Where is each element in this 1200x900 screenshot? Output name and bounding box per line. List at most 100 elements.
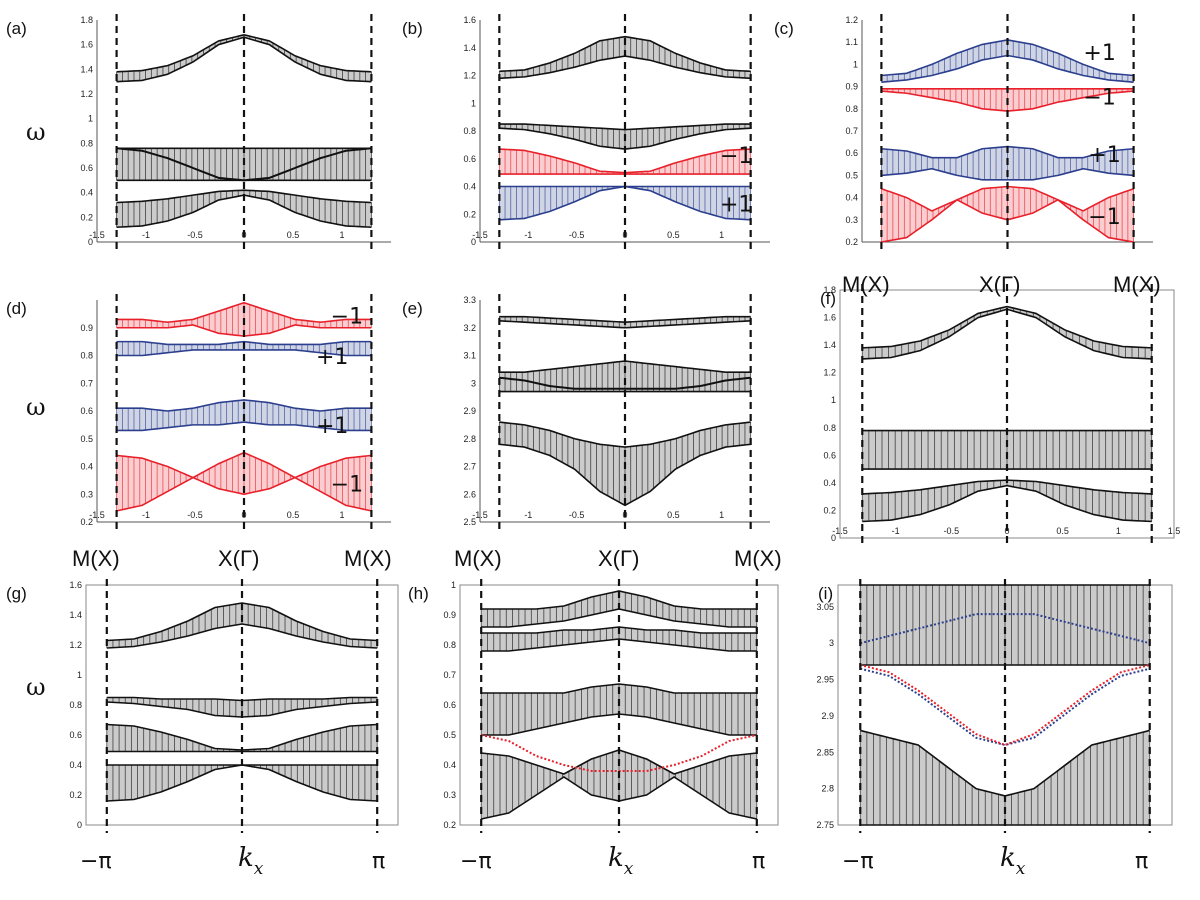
xtick-f-5: 1 (1116, 526, 1121, 536)
band-bottom-e-2 (499, 443, 751, 507)
panel-label-a: (a) (6, 19, 27, 38)
kx-symbol: k (238, 843, 254, 873)
sym-label-e-left: M(X) (454, 546, 502, 571)
ytick-h-7: 0.9 (443, 610, 456, 620)
ytick-c-7: 0.9 (845, 82, 858, 92)
kx-subscript: x (254, 859, 264, 879)
band-hatch-f-0 (861, 306, 1153, 359)
ytick-e-0: 2.5 (463, 517, 476, 527)
band-bottom-a-0 (116, 36, 372, 83)
xtick-a-2: -0.5 (187, 230, 203, 240)
kx-symbol: k (608, 843, 624, 873)
band-hatch-h-1 (480, 627, 758, 651)
band-hatch-f-2 (861, 480, 1153, 522)
kx-label-g: kx (238, 843, 264, 879)
band-hatch-g-3 (106, 765, 378, 801)
xtick-e-2: -0.5 (569, 510, 585, 520)
band-top-d-1 (116, 340, 372, 346)
line-i-0 (860, 667, 1150, 747)
line-i-2 (860, 613, 1150, 645)
ytick-a-1: 0.2 (80, 212, 93, 222)
ytick-a-9: 1.8 (80, 15, 93, 25)
band-hatch-f-1 (861, 430, 1153, 470)
xtick-e-0: -1.5 (472, 510, 488, 520)
band-hatch-i-0 (859, 585, 1151, 665)
ytick-d-5: 0.7 (80, 378, 93, 388)
panel-label-d: (d) (6, 299, 27, 318)
panel-label-b: (b) (402, 19, 423, 38)
panel-c: 0.2 0.3 0.4 0.5 0.6 0.7 0.8 0.9 1 1.1 1.2 (c) +1 −1 +1… (774, 15, 1153, 247)
ytick-b-6: 1.2 (463, 71, 476, 81)
line-a-0 (116, 147, 372, 182)
panel-h: 0.2 0.3 0.4 0.5 0.6 0.7 0.8 0.9 1 (h) (408, 580, 779, 830)
ytick-h-0: 0.2 (443, 820, 456, 830)
ytick-c-10: 1.2 (845, 15, 858, 25)
xtick-b-4: 0.5 (667, 230, 680, 240)
x-minus-pi-i: −π (842, 849, 874, 874)
x-pi-h: π (752, 849, 765, 874)
sym-label-c-right: M(X) (1113, 272, 1161, 297)
ytick-h-4: 0.6 (443, 700, 456, 710)
ytick-a-8: 1.6 (80, 40, 93, 50)
ytick-e-5: 3 (471, 378, 476, 388)
ytick-e-4: 2.9 (463, 406, 476, 416)
kx-label-i: kx (1000, 843, 1026, 879)
panel-label-e: (e) (402, 299, 423, 318)
ytick-g-4: 0.8 (69, 700, 82, 710)
ytick-g-2: 0.4 (69, 760, 82, 770)
ytick-c-1: 0.3 (845, 215, 858, 225)
ytick-a-7: 1.4 (80, 64, 93, 74)
ytick-i-0: 2.75 (816, 820, 834, 830)
band-top-b-0 (499, 35, 751, 73)
band-f-0 (862, 306, 1152, 359)
band-hatch-c-2 (881, 146, 1134, 180)
band-top-e-2 (499, 421, 751, 448)
chern-label-d-2: +1 (316, 414, 348, 439)
ytick-h-1: 0.3 (443, 790, 456, 800)
band-hatch-b-1 (498, 124, 752, 150)
ytick-c-6: 0.8 (845, 104, 858, 114)
ytick-f-7: 1.4 (823, 340, 836, 350)
chern-label-c-3: −1 (1088, 205, 1120, 230)
sym-label-c-left: M(X) (842, 272, 890, 297)
panel-b: 00.20.40.60.811.21.41.6-1.5-1-0.500.51(b… (402, 15, 770, 247)
ytick-c-9: 1.1 (845, 37, 858, 47)
line-e-0 (499, 376, 751, 390)
ytick-b-8: 1.6 (463, 15, 476, 25)
panel-label-i: (i) (818, 584, 833, 603)
ytick-i-3: 2.9 (821, 711, 834, 721)
ytick-g-5: 1 (77, 670, 82, 680)
ytick-b-5: 1 (471, 98, 476, 108)
panel-label-g: (g) (6, 584, 27, 603)
ytick-f-0: 0 (831, 533, 836, 543)
xtick-a-5: 1 (339, 230, 344, 240)
ytick-c-4: 0.6 (845, 148, 858, 158)
ytick-f-4: 0.8 (823, 423, 836, 433)
ytick-a-2: 0.4 (80, 188, 93, 198)
ytick-e-7: 3.2 (463, 323, 476, 333)
xtick-b-0: -1.5 (472, 230, 488, 240)
y-label-row3: ω (26, 673, 46, 701)
band-bottom-g-0 (106, 623, 378, 649)
ytick-a-0: 0 (88, 237, 93, 247)
xtick-d-5: 1 (339, 510, 344, 520)
band-top-d-2 (116, 399, 372, 412)
panel-i: 2.75 2.8 2.85 2.9 2.95 3 3.05(i) (816, 584, 1173, 830)
band-hatch-b-2 (498, 149, 752, 175)
panel-label-h: (h) (408, 584, 429, 603)
ytick-f-1: 0.2 (823, 505, 836, 515)
chern-label-d-0: −1 (331, 305, 363, 330)
ytick-g-1: 0.2 (69, 790, 82, 800)
ytick-b-3: 0.6 (463, 154, 476, 164)
ytick-b-1: 0.2 (463, 209, 476, 219)
xtick-f-4: 0.5 (1056, 526, 1069, 536)
ytick-a-3: 0.6 (80, 163, 93, 173)
band-bottom-d-1 (116, 349, 372, 357)
xtick-f-0: -1.5 (832, 526, 848, 536)
panel-e: 2.52.62.72.82.933.13.23.3-1.5-1-0.500.51… (402, 295, 770, 527)
ytick-c-2: 0.4 (845, 193, 858, 203)
ytick-e-1: 2.6 (463, 489, 476, 499)
sym-label-d-right: M(X) (344, 546, 392, 571)
panel-f: 00.20.40.60.811.21.41.61.8-1.5-1-0.500.5… (820, 285, 1180, 543)
